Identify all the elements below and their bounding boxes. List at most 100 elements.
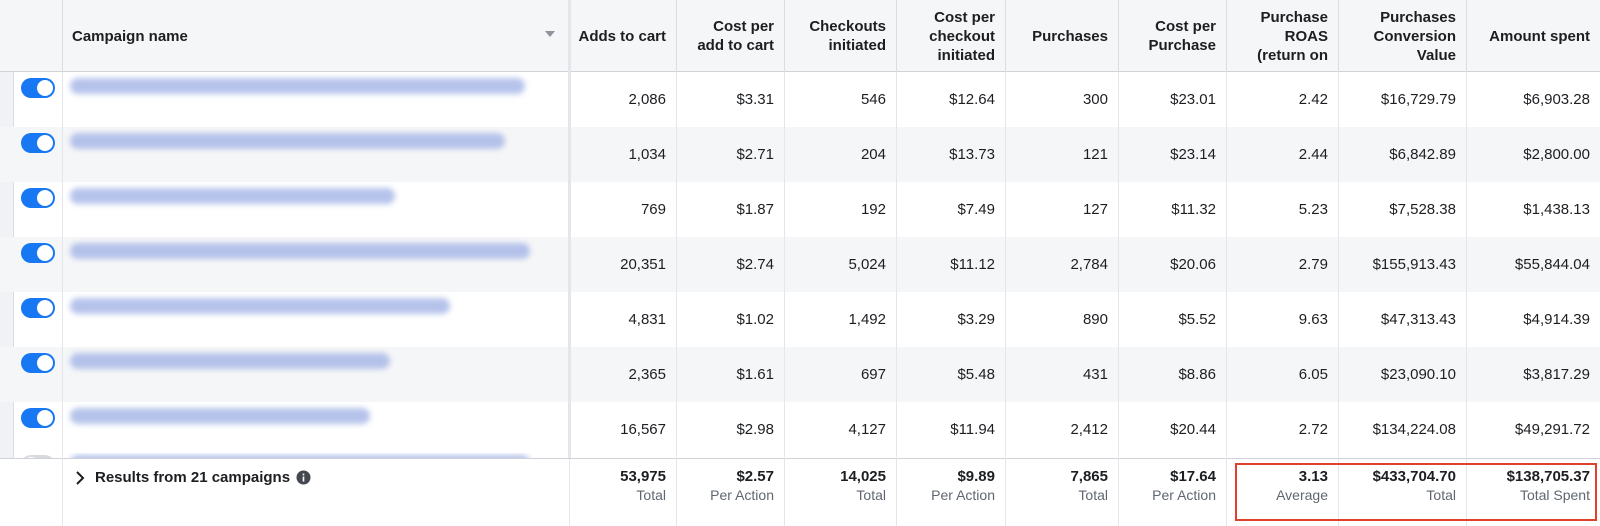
footer-purchase-roas-label: Average bbox=[1276, 487, 1328, 503]
cell-purchases: 121 bbox=[1006, 127, 1119, 182]
footer-adds-to-cart-value: 53,975 bbox=[620, 468, 666, 485]
header-checkouts-initiated-label: Checkouts initiated bbox=[809, 18, 886, 54]
cell-cost-per-add-to-cart: $1.02 bbox=[677, 292, 785, 347]
header-amount-spent[interactable]: Amount spent bbox=[1467, 0, 1600, 72]
cell-conversion-value: $7,528.38 bbox=[1339, 182, 1467, 237]
cell-cost-per-checkout: $7.49 bbox=[897, 182, 1006, 237]
cell-cost-per-add-to-cart: $2.74 bbox=[677, 237, 785, 292]
campaign-toggle[interactable] bbox=[21, 353, 55, 373]
footer-amount-spent: $138,705.37 Total Spent bbox=[1467, 459, 1600, 526]
chevron-right-icon[interactable] bbox=[75, 470, 85, 485]
cell-amount-spent: $55,844.04 bbox=[1514, 256, 1590, 273]
toggle-cell bbox=[14, 237, 63, 292]
cell-amount-spent: $1,438.13 bbox=[1523, 201, 1590, 218]
footer-conversion-value-label: Total bbox=[1426, 487, 1456, 503]
campaign-toggle[interactable] bbox=[21, 78, 55, 98]
footer-amount-spent-value: $138,705.37 bbox=[1506, 468, 1590, 485]
table-row: 4,831 $1.02 1,492 $3.29 890 $5.52 9.63 $47,313.… bbox=[0, 292, 1600, 347]
footer-purchases-label: Total bbox=[1078, 487, 1108, 503]
footer-purchases: 7,865 Total bbox=[1006, 459, 1119, 526]
cell-purchases: 2,784 bbox=[1006, 237, 1119, 292]
footer-results[interactable]: Results from 21 campaigns bbox=[63, 459, 570, 526]
header-purchases-conversion-value-label: Purchases Conversion Value bbox=[1373, 8, 1456, 64]
table-row: 2,365 $1.61 697 $5.48 431 $8.86 6.05 $23,090.10… bbox=[0, 347, 1600, 402]
campaign-toggle[interactable] bbox=[21, 133, 55, 153]
header-campaign-name-label: Campaign name bbox=[72, 27, 188, 45]
footer-toggle-column bbox=[14, 459, 63, 526]
cell-purchases: 300 bbox=[1006, 72, 1119, 127]
cell-purchase-roas: 6.05 bbox=[1227, 347, 1339, 402]
cell-checkouts-initiated: 5,024 bbox=[785, 237, 897, 292]
cell-cost-per-purchase: $23.01 bbox=[1119, 72, 1227, 127]
cell-purchases: 127 bbox=[1006, 182, 1119, 237]
cell-checkouts-initiated: 204 bbox=[785, 127, 897, 182]
header-cost-per-add-to-cart-label: Cost per add to cart bbox=[697, 18, 774, 54]
cell-amount-spent: $2,800.00 bbox=[1523, 146, 1590, 163]
cell-adds-to-cart: 20,351 bbox=[570, 237, 677, 292]
campaign-toggle[interactable] bbox=[21, 298, 55, 318]
header-campaign-name[interactable]: Campaign name bbox=[63, 0, 570, 72]
cell-amount-spent: $49,291.72 bbox=[1514, 421, 1590, 438]
cell-adds-to-cart: 769 bbox=[570, 182, 677, 237]
footer-checkouts-initiated: 14,025 Total bbox=[785, 459, 897, 526]
header-purchases-conversion-value[interactable]: Purchases Conversion Value bbox=[1339, 0, 1467, 72]
cell-cost-per-purchase: $23.14 bbox=[1119, 127, 1227, 182]
campaign-name-blurred[interactable] bbox=[70, 243, 530, 259]
cell-purchase-roas: 2.42 bbox=[1227, 72, 1339, 127]
frozen-column-divider bbox=[568, 0, 571, 525]
header-cost-per-add-to-cart[interactable]: Cost per add to cart bbox=[677, 0, 785, 72]
table-row: 16,567 $2.98 4,127 $11.94 2,412 $20.44 2.72 $13… bbox=[0, 402, 1600, 457]
header-cost-per-purchase[interactable]: Cost per Purchase bbox=[1119, 0, 1227, 72]
cell-cost-per-checkout: $13.73 bbox=[897, 127, 1006, 182]
cell-checkouts-initiated: 697 bbox=[785, 347, 897, 402]
cell-adds-to-cart: 2,365 bbox=[570, 347, 677, 402]
header-purchases-label: Purchases bbox=[1032, 27, 1108, 45]
cell-purchases: 431 bbox=[1006, 347, 1119, 402]
header-purchases[interactable]: Purchases bbox=[1006, 0, 1119, 72]
cell-purchase-roas: 9.63 bbox=[1227, 292, 1339, 347]
cell-cost-per-add-to-cart: $2.98 bbox=[677, 402, 785, 457]
header-adds-to-cart[interactable]: Adds to cart bbox=[570, 0, 677, 72]
header-purchase-roas[interactable]: Purchase ROAS (return on bbox=[1227, 0, 1339, 72]
cell-cost-per-checkout: $11.94 bbox=[897, 402, 1006, 457]
footer-cost-per-add-to-cart-value: $2.57 bbox=[736, 468, 774, 485]
cell-checkouts-initiated: 192 bbox=[785, 182, 897, 237]
campaign-toggle[interactable] bbox=[21, 243, 55, 263]
cell-conversion-value: $134,224.08 bbox=[1339, 402, 1467, 457]
cell-cost-per-add-to-cart: $2.71 bbox=[677, 127, 785, 182]
table-row: 1,034 $2.71 204 $13.73 121 $23.14 2.44 $6,842.8… bbox=[0, 127, 1600, 182]
header-amount-spent-label: Amount spent bbox=[1489, 27, 1590, 45]
table-footer-summary: Results from 21 campaigns 53,975 Total $2… bbox=[0, 458, 1600, 526]
campaign-name-blurred[interactable] bbox=[70, 408, 370, 424]
footer-conversion-value: $433,704.70 bbox=[1372, 468, 1456, 485]
cell-cost-per-checkout: $11.12 bbox=[897, 237, 1006, 292]
campaign-toggle[interactable] bbox=[21, 408, 55, 428]
footer-results-label: Results from 21 campaigns bbox=[95, 469, 291, 486]
footer-cost-per-purchase-value: $17.64 bbox=[1170, 468, 1216, 485]
campaign-name-blurred[interactable] bbox=[70, 298, 450, 314]
cell-conversion-value: $47,313.43 bbox=[1339, 292, 1467, 347]
highlight-annotation-box bbox=[1235, 463, 1597, 521]
caret-down-icon[interactable] bbox=[545, 31, 555, 37]
header-cost-per-checkout[interactable]: Cost per checkout initiated bbox=[897, 0, 1006, 72]
campaign-name-blurred[interactable] bbox=[70, 78, 525, 94]
cell-checkouts-initiated: 1,492 bbox=[785, 292, 897, 347]
campaign-name-blurred[interactable] bbox=[70, 133, 505, 149]
footer-purchases-conversion-value: $433,704.70 Total bbox=[1339, 459, 1467, 526]
campaign-name-blurred[interactable] bbox=[70, 353, 390, 369]
footer-amount-spent-label: Total Spent bbox=[1519, 487, 1590, 503]
toggle-cell bbox=[14, 292, 63, 347]
campaign-toggle[interactable] bbox=[21, 188, 55, 208]
campaign-name-blurred[interactable] bbox=[70, 188, 395, 204]
cell-purchase-roas: 2.72 bbox=[1227, 402, 1339, 457]
cell-adds-to-cart: 4,831 bbox=[570, 292, 677, 347]
cell-conversion-value: $6,842.89 bbox=[1339, 127, 1467, 182]
cell-cost-per-purchase: $5.52 bbox=[1119, 292, 1227, 347]
cell-purchase-roas: 2.79 bbox=[1227, 237, 1339, 292]
cell-cost-per-add-to-cart: $1.87 bbox=[677, 182, 785, 237]
header-checkouts-initiated[interactable]: Checkouts initiated bbox=[785, 0, 897, 72]
info-icon[interactable] bbox=[296, 470, 311, 485]
cell-purchase-roas: 5.23 bbox=[1227, 182, 1339, 237]
cell-purchases: 890 bbox=[1006, 292, 1119, 347]
